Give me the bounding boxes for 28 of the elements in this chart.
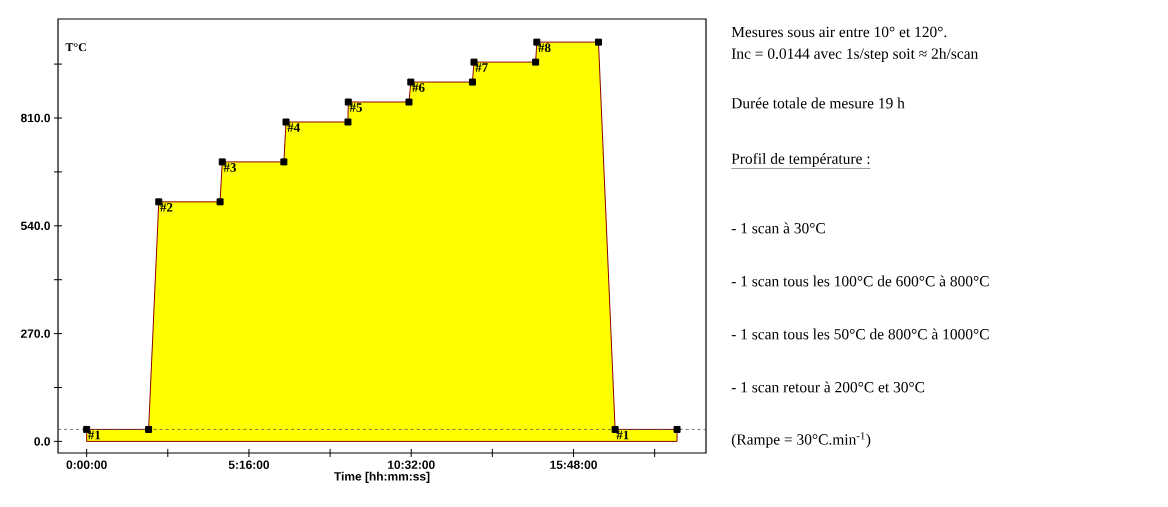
annotation: #6: [412, 83, 425, 92]
text: Mesures sous air entre 10° et 120°.: [731, 26, 947, 38]
annotation: #3: [223, 163, 236, 172]
y-tick-label: 540.0: [20, 221, 50, 231]
x-tick-label: 5:16:00: [228, 460, 270, 469]
annotation: #5: [349, 103, 362, 112]
y-axis-title: T°C: [65, 43, 86, 52]
annotation: #8: [538, 43, 551, 53]
annotation: #7: [475, 63, 488, 72]
text: - 1 scan tous les 100°C de 600°C à 800°C: [731, 275, 989, 287]
text: - 1 scan tous les 50°C de 800°C à 1000°C: [731, 328, 989, 340]
annotation: #1: [88, 430, 101, 440]
annotation: #1: [616, 430, 629, 440]
x-tick-label: 0:00:00: [66, 460, 107, 469]
x-tick-label: 15:48:00: [550, 460, 597, 469]
annotation: #4: [287, 123, 300, 132]
y-tick-label: 270.0: [21, 329, 50, 338]
text: Inc = 0.0144 avec 1s/step soit ≈ 2h/scan: [731, 47, 979, 62]
x-tick-label: 10:32:00: [388, 460, 435, 469]
text: (Rampe = 30°C.min$^{-1}$): [731, 432, 871, 448]
text: - 1 scan retour à 200°C et 30°C: [731, 381, 925, 393]
annotation: #2: [160, 203, 173, 212]
text: Profil de température :: [731, 152, 870, 168]
x-axis-title: Time [hh:mm:ss]: [334, 471, 430, 483]
y-tick-label: 810.0: [20, 113, 50, 123]
text: - 1 scan à 30°C: [731, 222, 825, 234]
y-tick-label: 0.0: [34, 437, 50, 446]
text: Durée totale de mesure 19 h: [731, 97, 905, 109]
